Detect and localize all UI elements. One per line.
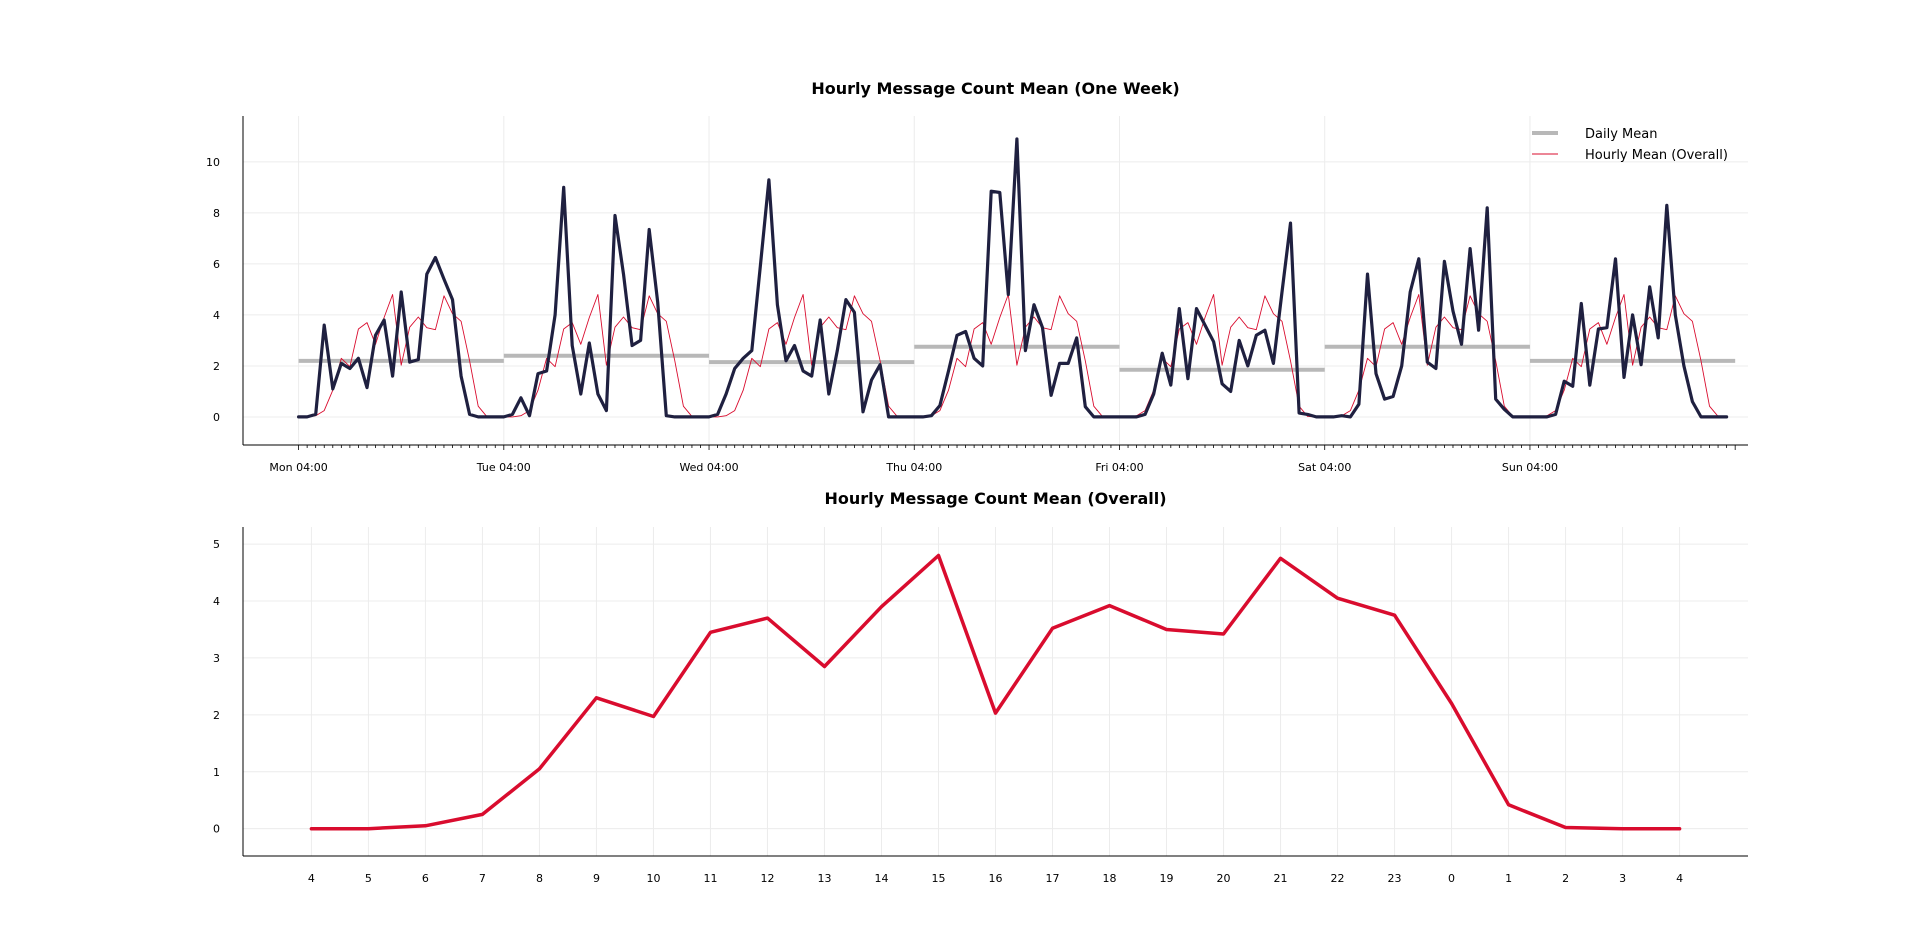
overall-chart-y-ticks: 0 1 2 3 4 5 — [213, 538, 220, 836]
week-y-tick-label: 10 — [206, 156, 220, 169]
hourly-mean-overall-overlay — [298, 294, 1727, 418]
overall-chart-grid — [243, 527, 1748, 856]
overall-y-tick-label: 2 — [213, 709, 220, 722]
legend-daily-mean-label: Daily Mean — [1585, 127, 1657, 142]
overall-x-tick-label: 22 — [1331, 872, 1345, 885]
overall-x-tick-label: 10 — [646, 872, 660, 885]
overall-x-tick-label: 8 — [536, 872, 543, 885]
week-chart: 0 2 4 6 8 10 Mon 04:00 Tue 04:00 Wed 04:00 Thu 0… — [206, 79, 1748, 474]
overall-x-tick-label: 0 — [1448, 872, 1455, 885]
overall-chart-title: Hourly Message Count Mean (Overall) — [824, 489, 1166, 508]
overall-x-tick-label: 15 — [931, 872, 945, 885]
overall-x-tick-label: 11 — [703, 872, 717, 885]
overall-x-tick-label: 9 — [593, 872, 600, 885]
overall-series-line — [309, 553, 1682, 831]
overall-y-tick-label: 5 — [213, 538, 220, 551]
week-y-tick-label: 8 — [213, 207, 220, 220]
overall-y-tick-label: 1 — [213, 766, 220, 779]
week-y-tick-label: 0 — [213, 411, 220, 424]
overall-x-tick-label: 13 — [817, 872, 831, 885]
overall-x-tick-label: 23 — [1388, 872, 1402, 885]
week-y-tick-label: 4 — [213, 309, 220, 322]
week-series-line — [297, 137, 1729, 419]
week-x-tick-label: Tue 04:00 — [476, 461, 531, 474]
overall-chart-axes — [242, 527, 1748, 857]
overall-y-tick-label: 0 — [213, 823, 220, 836]
overall-chart-x-ticks: 4 5 6 7 8 9 10 11 12 13 14 15 16 17 18 19 20 21 22 23 0 1 2 3 4 — [308, 872, 1683, 885]
overall-x-tick-label: 4 — [308, 872, 315, 885]
week-x-tick-label: Sat 04:00 — [1298, 461, 1351, 474]
week-chart-x-ticks: Mon 04:00 Tue 04:00 Wed 04:00 Thu 04:00 Fri … — [269, 461, 1558, 474]
week-x-tick-label: Mon 04:00 — [269, 461, 327, 474]
week-series — [297, 137, 1729, 419]
overall-x-tick-label: 3 — [1619, 872, 1626, 885]
legend-hourly-mean-label: Hourly Mean (Overall) — [1585, 148, 1728, 163]
overall-x-tick-label: 17 — [1046, 872, 1060, 885]
overall-y-tick-label: 4 — [213, 595, 220, 608]
week-chart-axes — [242, 116, 1748, 450]
overall-x-tick-label: 2 — [1562, 872, 1569, 885]
week-x-tick-label: Fri 04:00 — [1095, 461, 1143, 474]
overall-x-tick-label: 19 — [1160, 872, 1174, 885]
overall-x-tick-label: 12 — [760, 872, 774, 885]
week-y-tick-label: 6 — [213, 258, 220, 271]
overall-series — [309, 553, 1682, 831]
week-x-tick-label: Thu 04:00 — [885, 461, 942, 474]
week-chart-grid — [243, 116, 1748, 445]
week-chart-legend: Daily Mean Hourly Mean (Overall) — [1532, 127, 1728, 163]
overall-x-tick-label: 4 — [1676, 872, 1683, 885]
week-y-tick-label: 2 — [213, 360, 220, 373]
overall-y-tick-label: 3 — [213, 652, 220, 665]
week-chart-y-ticks: 0 2 4 6 8 10 — [206, 156, 220, 424]
hourly-mean-overall-line — [298, 294, 1727, 418]
week-chart-title: Hourly Message Count Mean (One Week) — [811, 79, 1179, 98]
overall-x-tick-label: 21 — [1274, 872, 1288, 885]
week-x-tick-label: Wed 04:00 — [679, 461, 738, 474]
overall-x-tick-label: 14 — [874, 872, 888, 885]
overall-x-tick-label: 16 — [989, 872, 1003, 885]
overall-x-tick-label: 7 — [479, 872, 486, 885]
overall-x-tick-label: 1 — [1505, 872, 1512, 885]
overall-x-tick-label: 18 — [1103, 872, 1117, 885]
week-x-tick-label: Sun 04:00 — [1502, 461, 1558, 474]
overall-x-tick-label: 20 — [1217, 872, 1231, 885]
overall-x-tick-label: 6 — [422, 872, 429, 885]
overall-x-tick-label: 5 — [365, 872, 372, 885]
